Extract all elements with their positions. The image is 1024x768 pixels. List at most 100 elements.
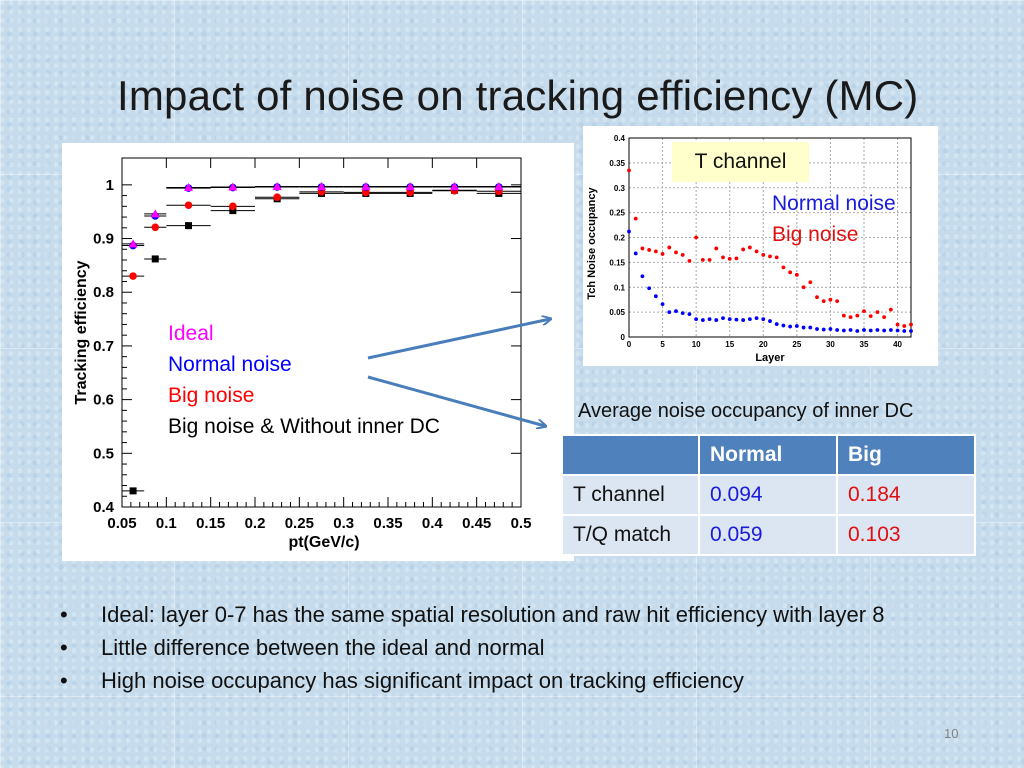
table-header-row: Normal Big <box>561 434 976 476</box>
data-point-normal-noise <box>815 327 819 331</box>
data-point-big-noise <box>647 248 652 252</box>
y-tick-label: 0.1 <box>614 283 626 292</box>
t-channel-label: T channel <box>672 142 809 182</box>
x-tick-label: 5 <box>660 340 665 349</box>
occupancy-legend: Normal noise Big noise <box>772 188 896 250</box>
data-point-normal-noise <box>882 328 887 333</box>
data-point-big-noise <box>895 322 900 327</box>
bullet-dot-icon: • <box>60 668 68 693</box>
y-tick-label: 0.3 <box>614 184 626 193</box>
table-header-big: Big <box>836 434 976 476</box>
data-point-big-noise <box>882 315 887 319</box>
efficiency-legend: Ideal Normal noise Big noise Big noise &… <box>168 318 440 442</box>
data-point-big-noise <box>660 252 665 256</box>
data-point-big-noise <box>902 324 907 328</box>
data-point-big-noise <box>794 272 799 277</box>
data-point-big-noise <box>229 202 237 211</box>
bullet-list: • Ideal: layer 0-7 has the same spatial r… <box>60 602 940 701</box>
data-point-big-noise <box>788 270 793 275</box>
x-tick-label: 0.5 <box>511 515 532 532</box>
y-tick-label: 0.8 <box>93 284 114 301</box>
data-point-normal-noise <box>848 328 853 332</box>
data-point-big-noise <box>888 307 893 312</box>
data-point-normal-noise <box>721 316 725 320</box>
data-point-normal-noise <box>700 318 705 322</box>
row-label: T/Q match <box>561 514 700 556</box>
bullet-text: High noise occupancy has significant imp… <box>101 668 744 693</box>
data-point-normal-noise <box>747 317 752 321</box>
table-header-normal: Normal <box>698 434 838 476</box>
data-point-normal-noise <box>875 328 880 332</box>
data-point-big-noise <box>741 247 746 252</box>
y-tick-label: 0.2 <box>614 234 626 243</box>
occupancy-legend-normal: Normal noise <box>772 192 896 215</box>
data-point-big-noise-without-inner-dc <box>129 487 137 495</box>
x-tick-label: 0.35 <box>373 515 402 532</box>
data-point-ideal <box>228 182 238 191</box>
data-point-ideal <box>150 209 160 218</box>
data-point-ideal <box>272 181 282 190</box>
occupancy-chart: 0 0.05 0.1 0.15 0.2 0.25 0.3 0.35 0.4 0 5 10 15 20 25 3… <box>586 134 913 364</box>
data-point-big-noise <box>714 246 719 251</box>
data-point-big-noise <box>273 193 281 201</box>
data-point-big-noise <box>801 285 806 290</box>
x-tick-label: 0 <box>627 340 632 349</box>
legend-big-noise-without-inner-dc: Big noise & Without inner DC <box>168 415 440 438</box>
data-point-normal-noise <box>727 317 732 321</box>
table-header-empty <box>561 434 700 476</box>
data-point-normal-noise <box>781 323 786 328</box>
table-row: T channel 0.094 0.184 <box>561 474 976 516</box>
data-point-normal-noise <box>855 329 860 333</box>
data-point-ideal <box>184 183 193 192</box>
plot-frame <box>628 137 912 338</box>
x-tick-label: 35 <box>860 340 869 349</box>
normal-value: 0.094 <box>698 474 838 516</box>
x-tick-label: 0.15 <box>196 515 225 532</box>
data-point-big-noise <box>633 216 638 221</box>
y-tick-label: 1 <box>106 177 114 194</box>
data-point-big-noise <box>734 256 739 261</box>
data-point-big-noise <box>687 258 692 263</box>
data-point-big-noise <box>821 299 826 304</box>
x-tick-label: 25 <box>792 340 801 349</box>
x-tick-label: 40 <box>893 340 902 349</box>
data-point-normal-noise <box>714 318 719 322</box>
data-point-normal-noise <box>821 327 826 332</box>
data-point-big-noise <box>862 309 866 314</box>
data-point-normal-noise <box>788 324 793 329</box>
y-tick-label: 0.35 <box>609 159 625 168</box>
x-tick-label: 0.05 <box>107 515 136 532</box>
data-point-big-noise-without-inner-dc <box>185 222 192 230</box>
x-tick-label: 0.3 <box>333 515 354 532</box>
y-tick-label: 0.9 <box>93 231 114 248</box>
big-value: 0.184 <box>836 474 976 516</box>
data-point-normal-noise <box>761 317 766 321</box>
data-point-normal-noise <box>660 302 665 307</box>
y-tick-label: 0.5 <box>93 445 114 462</box>
legend-big-noise: Big noise <box>168 384 255 407</box>
data-point-normal-noise <box>774 322 779 326</box>
data-point-big-noise <box>808 280 813 285</box>
occupancy-chart-panel: 0 0.05 0.1 0.15 0.2 0.25 0.3 0.35 0.4 0 5 10 15 20 25 3… <box>583 126 938 366</box>
data-point-normal-noise <box>707 317 712 321</box>
data-point-normal-noise <box>680 311 685 316</box>
y-tick-label: 0.05 <box>609 308 625 317</box>
y-tick-label: 0.4 <box>614 134 626 143</box>
data-point-ideal <box>361 181 371 190</box>
data-point-big-noise <box>909 322 913 327</box>
data-point-big-noise <box>774 255 779 260</box>
data-point-normal-noise <box>687 312 692 317</box>
data-point-ideal <box>317 181 326 190</box>
row-label: T channel <box>561 474 700 516</box>
occupancy-table: Normal Big T channel 0.094 0.184 T/Q mat… <box>561 434 976 556</box>
data-point-big-noise <box>868 314 873 319</box>
data-point-big-noise <box>653 249 658 254</box>
x-tick-label: 0.45 <box>462 515 491 532</box>
table-caption: Average noise occupancy of inner DC <box>578 400 914 422</box>
data-point-ideal <box>494 181 504 190</box>
x-tick-label: 15 <box>725 340 734 349</box>
bullet-text: Little difference between the ideal and … <box>101 635 545 660</box>
data-point-normal-noise <box>627 229 631 234</box>
data-point-normal-noise <box>633 251 638 256</box>
data-point-big-noise <box>667 245 672 250</box>
